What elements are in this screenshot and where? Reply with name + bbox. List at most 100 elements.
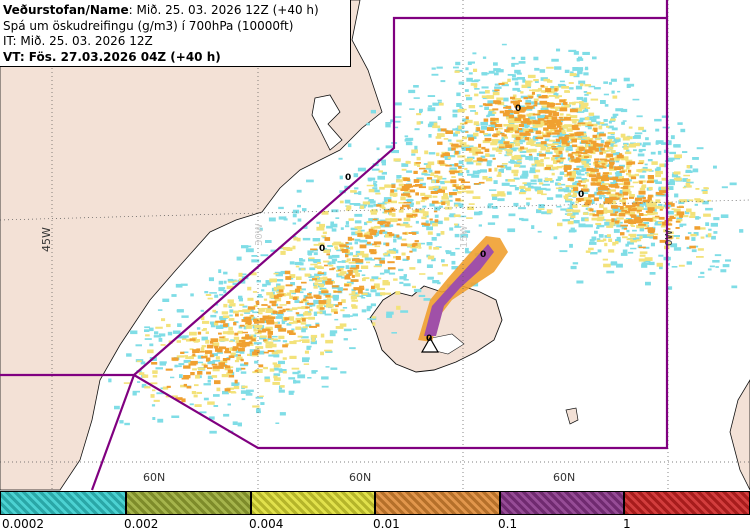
ash-stipple (584, 159, 591, 162)
ash-stipple (572, 209, 581, 213)
ash-stipple (529, 170, 536, 174)
ash-stipple (311, 370, 318, 372)
ash-stipple (510, 96, 516, 100)
volcano-triangle-icon[interactable] (420, 336, 440, 353)
ash-stipple (643, 246, 650, 249)
ash-stipple (641, 184, 647, 189)
ash-stipple (197, 355, 204, 359)
ash-stipple (428, 134, 432, 138)
ash-stipple (513, 177, 520, 180)
ash-stipple (464, 167, 468, 171)
ash-stipple (638, 190, 646, 195)
info-line-2: Spá um öskudreifingu (g/m3) í 700hPa (10… (3, 18, 294, 33)
ash-stipple (556, 125, 562, 128)
ash-stipple (563, 165, 572, 169)
ash-stipple (427, 231, 433, 235)
ash-stipple (144, 329, 150, 332)
ash-stipple (598, 234, 604, 238)
ash-stipple (587, 155, 592, 159)
ash-stipple (275, 273, 283, 277)
ash-stipple (290, 282, 295, 286)
ash-stipple (441, 259, 445, 263)
ash-stipple (321, 235, 327, 238)
ash-stipple (518, 165, 526, 168)
ash-stipple (426, 226, 433, 231)
ash-stipple (291, 328, 295, 332)
ash-stipple (597, 182, 601, 186)
ash-stipple (176, 340, 181, 343)
ash-stipple (368, 218, 374, 222)
ash-stipple (329, 268, 334, 271)
lon-label-30w: 30W (254, 223, 265, 246)
ash-stipple (263, 366, 268, 370)
ash-stipple (509, 185, 517, 187)
ash-stipple (458, 215, 467, 218)
ash-stipple (604, 144, 610, 148)
ash-stipple (492, 157, 496, 160)
ash-stipple (570, 155, 575, 159)
ash-stipple (223, 289, 227, 294)
ash-stipple (447, 155, 456, 158)
ash-stipple (529, 182, 537, 185)
ash-stipple (247, 342, 254, 346)
ash-stipple (560, 106, 566, 108)
ash-stipple (307, 293, 312, 296)
ash-stipple (440, 128, 447, 132)
ash-stipple (583, 197, 590, 200)
ash-stipple (482, 140, 490, 144)
ash-stipple (218, 287, 226, 290)
ash-stipple (159, 361, 166, 366)
ash-stipple (249, 272, 257, 276)
ash-stipple (350, 265, 358, 269)
ash-stipple (254, 360, 259, 364)
ash-stipple (359, 287, 365, 290)
ash-stipple (345, 254, 349, 258)
ash-stipple (510, 129, 517, 132)
ash-stipple (569, 87, 574, 90)
ash-stipple (165, 368, 173, 371)
ash-stipple (180, 351, 185, 354)
ash-stipple (265, 341, 273, 345)
ash-stipple (395, 291, 401, 295)
ash-stipple (505, 110, 514, 113)
ash-stipple (354, 187, 359, 190)
ash-stipple (403, 184, 411, 188)
ash-stipple (589, 212, 595, 216)
ash-stipple (366, 231, 372, 234)
greenland-land (0, 0, 383, 491)
ash-stipple (371, 276, 379, 280)
ash-stipple (525, 137, 529, 141)
ash-stipple (466, 217, 473, 219)
ash-stipple (350, 295, 355, 300)
ash-stipple (398, 268, 404, 272)
ash-stipple (214, 303, 219, 306)
ash-stipple (511, 134, 520, 138)
ash-stipple (327, 261, 332, 265)
ash-stipple (642, 142, 651, 146)
ash-stipple (558, 116, 563, 119)
ash-stipple (207, 379, 211, 383)
ash-stipple (486, 162, 492, 167)
ash-stipple (246, 389, 254, 393)
ash-stipple (433, 247, 440, 250)
ash-stipple (473, 68, 478, 72)
ash-stipple (611, 116, 616, 120)
ash-stipple (513, 126, 518, 130)
ash-stipple (207, 361, 216, 365)
ash-stipple (282, 340, 288, 343)
ash-stipple (660, 224, 666, 228)
ash-stipple (452, 109, 459, 113)
ash-stipple (613, 139, 621, 142)
ash-stipple (615, 241, 619, 245)
ash-stipple (466, 145, 474, 149)
ash-stipple (588, 194, 595, 198)
ash-stipple (461, 190, 468, 193)
ash-stipple (478, 181, 485, 184)
ash-stipple (465, 247, 469, 252)
ash-stipple (361, 253, 369, 258)
ash-stipple (268, 217, 276, 222)
ash-stipple (242, 309, 250, 313)
ash-stipple (416, 121, 421, 125)
ash-stipple (517, 160, 522, 163)
